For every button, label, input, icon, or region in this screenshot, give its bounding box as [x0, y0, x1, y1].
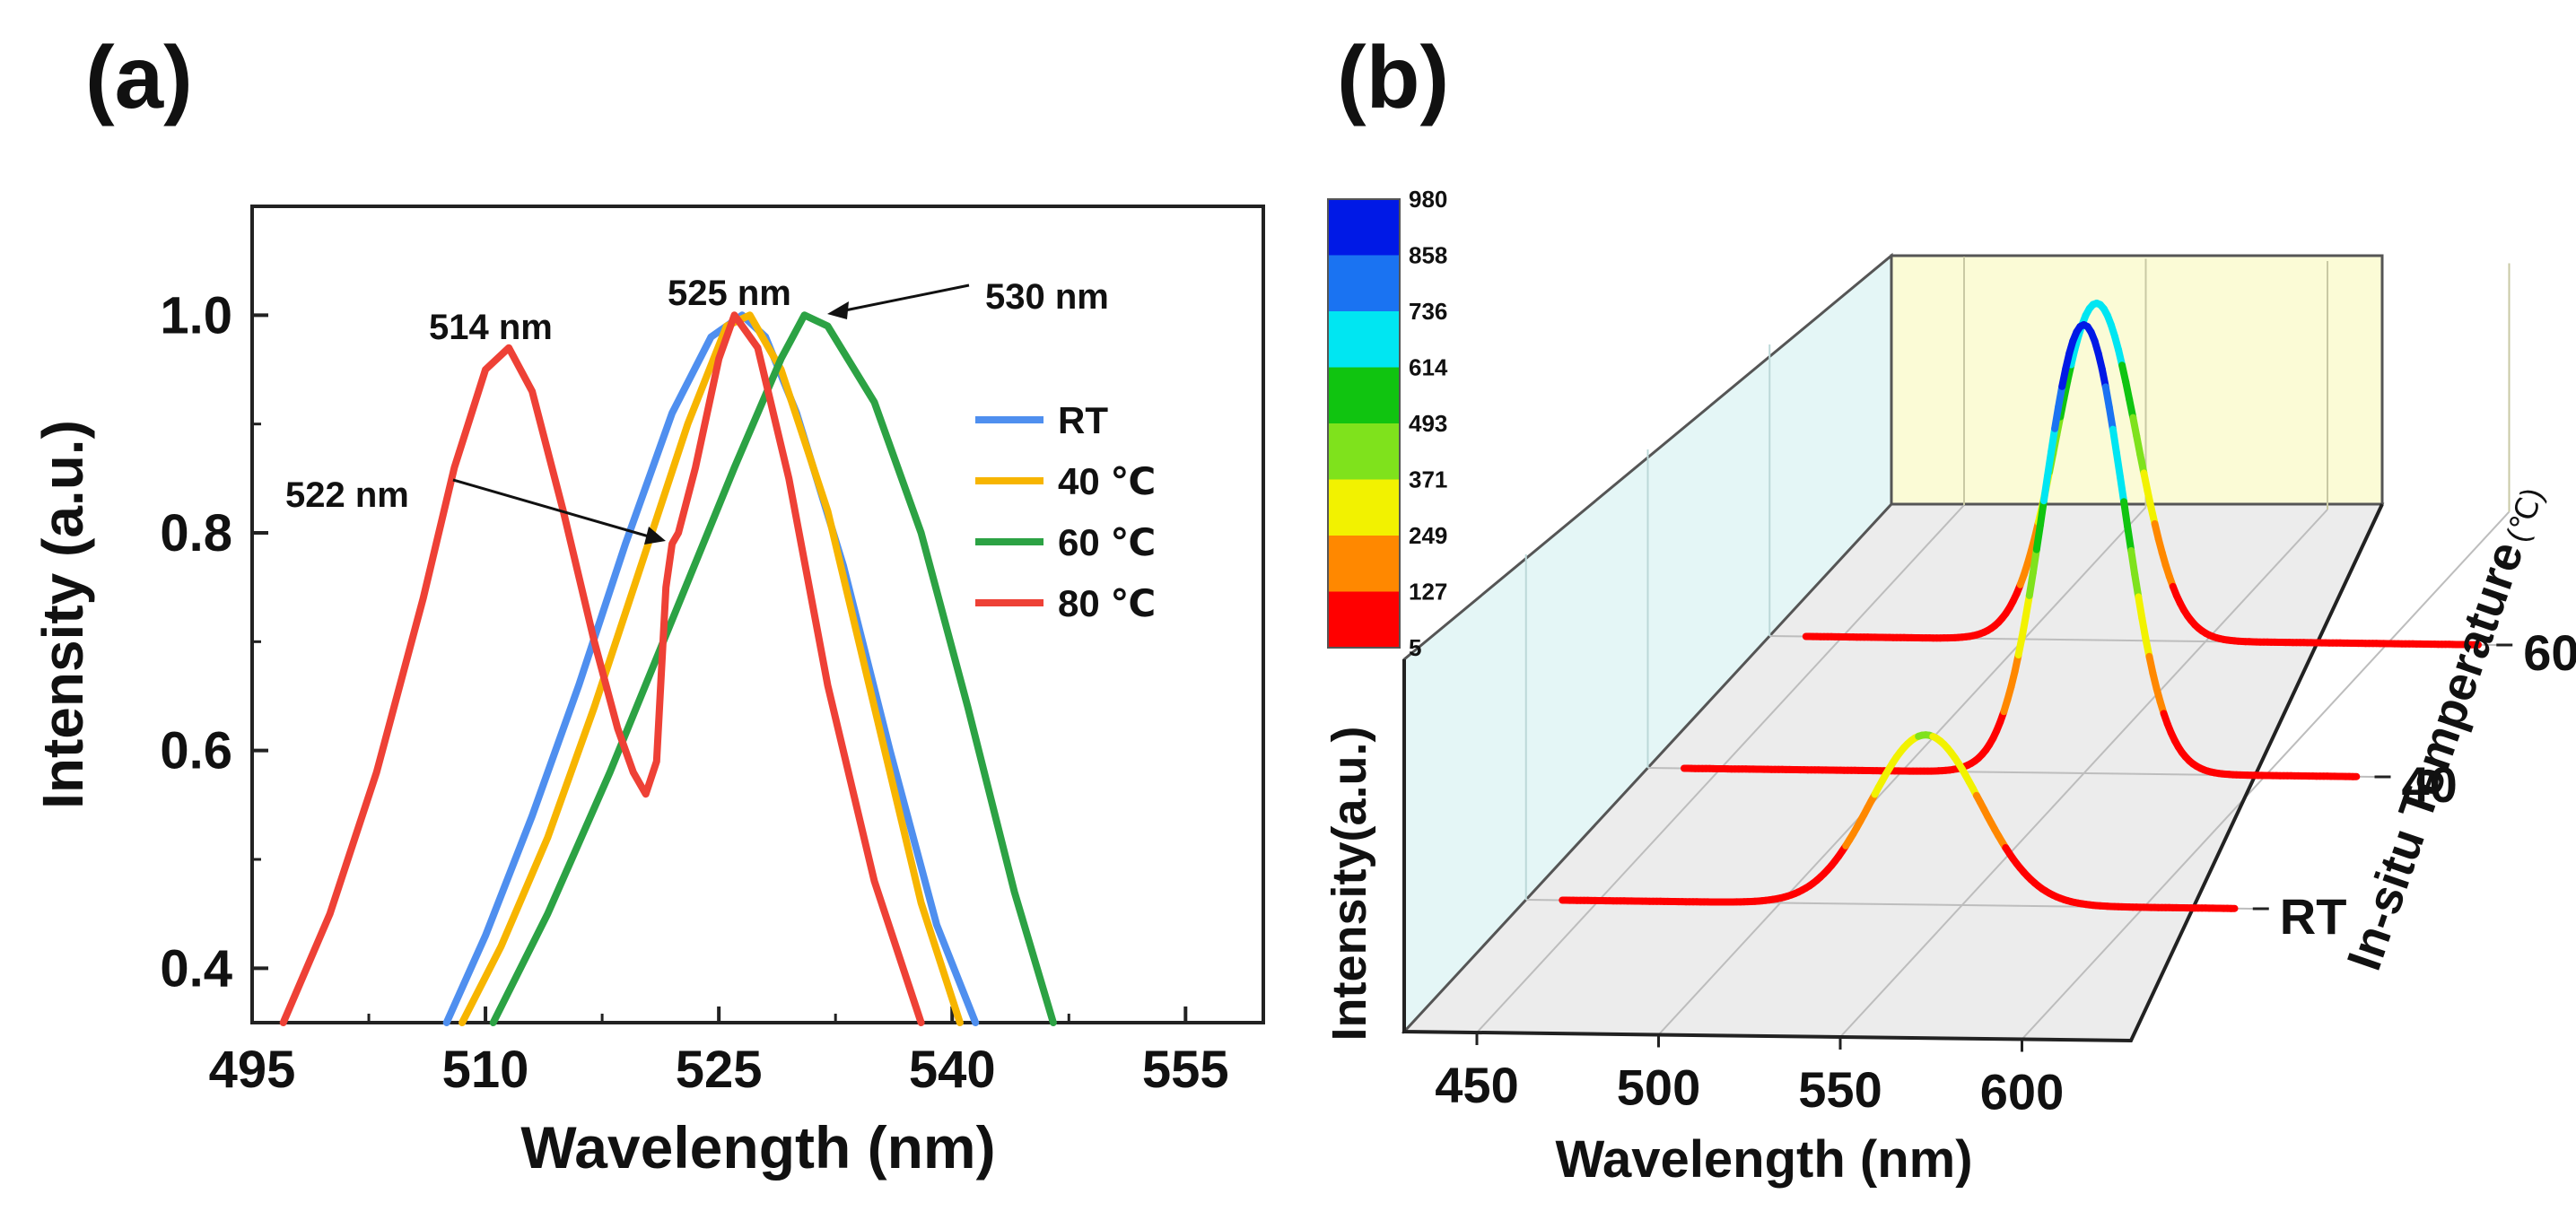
panel-a-label: (a) [85, 28, 193, 126]
series-segment-40 [2039, 472, 2051, 505]
series-segment-40 [2127, 546, 2139, 579]
legend-label: 40 ℃ [1058, 460, 1156, 502]
chart-a-y-ticks: 0.4 0.6 0.8 1.0 [160, 286, 268, 998]
chart-b: 450 500 550 600 RT 40 60 Wavelength (nm) Inte… [1323, 186, 2576, 1189]
z-tick-label: RT [2280, 888, 2347, 945]
colorbar-tick-label: 980 [1409, 186, 1447, 213]
series-segment-40 [2109, 425, 2120, 457]
colorbar-tick-label: 127 [1409, 579, 1447, 606]
annotation-530nm-arrowhead [827, 301, 849, 319]
x-tick-label: 495 [209, 1041, 296, 1099]
series-segment-40 [2025, 569, 2037, 599]
series-segment-40 [2112, 449, 2124, 481]
chart-b-z-ticks: RT 40 60 [2252, 624, 2576, 945]
y-tick-label: 0.4 [160, 939, 232, 998]
z-tick-label: 40 [2402, 756, 2458, 813]
series-line-2 [489, 311, 1057, 1026]
series-segment-40 [2044, 448, 2056, 480]
series-segment-40 [2131, 571, 2143, 601]
colorbar-frame [1327, 198, 1401, 649]
colorbar-tick-label: 249 [1409, 522, 1447, 549]
series-segment-40 [2032, 521, 2044, 553]
colorbar-tick-label: 371 [1409, 466, 1447, 493]
colorbar-tick-label: 614 [1409, 354, 1448, 381]
colorbar-segment [1328, 479, 1400, 536]
chart-b-series [1559, 300, 2482, 912]
colorbar-segment [1328, 591, 1400, 648]
colorbar-segment [1328, 367, 1400, 423]
colorbar-segment [1328, 199, 1400, 256]
z-tick-label: 60 [2523, 624, 2576, 681]
chart-b-x-axis-label: Wavelength (nm) [1555, 1130, 1972, 1189]
chart-a-x-axis-label: Wavelength (nm) [520, 1114, 995, 1181]
chart-b-z-axis-label: In-situ Temperature [2337, 536, 2535, 977]
series-line-3 [279, 311, 925, 1026]
series-line-1 [458, 311, 964, 1026]
series-segment-40 [2048, 424, 2059, 456]
y-tick-label: 0.8 [160, 504, 232, 562]
annotation-522nm: 522 nm [285, 475, 409, 515]
x-tick-label: 600 [1980, 1064, 2064, 1120]
colorbar-tick-label: 858 [1409, 242, 1447, 269]
annotation-514nm: 514 nm [429, 308, 553, 347]
series-segment-40 [2029, 545, 2040, 577]
x-tick-label: 555 [1142, 1041, 1229, 1099]
annotation-525nm: 525 nm [668, 274, 791, 313]
colorbar-segment [1328, 311, 1400, 368]
annotation-530nm: 530 nm [985, 277, 1109, 317]
x-tick-label: 550 [1798, 1061, 1882, 1118]
series-segment-40 [2105, 404, 2117, 433]
annotation-522nm-arrowhead [644, 527, 666, 545]
colorbar-tick-label: 736 [1409, 298, 1447, 325]
series-segment-40 [2036, 497, 2048, 529]
chart-a-legend: RT 40 ℃ 60 ℃ 80 ℃ [975, 399, 1156, 624]
chart-a: 495 510 525 540 555 0.4 0.6 0.8 1.0 Wavelength … [31, 205, 1265, 1181]
colorbar: 980 858 736 614 493 371 249 127 5 [1327, 186, 1448, 661]
y-tick-label: 0.6 [160, 722, 232, 780]
x-tick-label: 540 [909, 1041, 996, 1099]
colorbar-segment [1328, 536, 1400, 592]
chart-b-z-axis-unit: (℃) [2500, 484, 2550, 546]
colorbar-tick-label: 5 [1409, 634, 1421, 661]
chart-a-series [279, 311, 1057, 1026]
series-segment-40 [2120, 498, 2132, 530]
colorbar-tick-label: 493 [1409, 410, 1447, 437]
chart-a-x-ticks: 495 510 525 540 555 [209, 1006, 1229, 1099]
legend-label: RT [1058, 399, 1108, 441]
colorbar-segment [1328, 423, 1400, 480]
series-segment-40 [2051, 403, 2063, 432]
panel-b-label: (b) [1337, 28, 1449, 126]
series-segment-40 [2022, 591, 2033, 621]
chart-b-y-axis-label: Intensity(a.u.) [1323, 726, 1376, 1041]
x-tick-label: 450 [1435, 1057, 1518, 1113]
annotation-530nm-arrow [835, 283, 970, 314]
y-tick-label: 1.0 [160, 286, 232, 344]
svg-text:In-situ Temperature(℃): In-situ Temperature(℃) [2337, 478, 2554, 977]
series-segment-40 [2124, 522, 2135, 554]
annotation-522nm-arrow [452, 478, 656, 540]
chart-a-y-axis-label: Intensity (a.u.) [31, 420, 95, 809]
x-tick-label: 525 [676, 1041, 763, 1099]
chart-b-back-wall [1890, 254, 2384, 506]
series-segment-40 [2117, 473, 2128, 506]
chart-b-x-ticks: 450 500 550 600 [1435, 1033, 2064, 1120]
series-segment-40 [2135, 593, 2146, 623]
colorbar-segment [1328, 255, 1400, 311]
legend-label: 80 ℃ [1058, 582, 1156, 624]
legend-label: 60 ℃ [1058, 521, 1156, 563]
x-tick-label: 510 [442, 1041, 529, 1099]
x-tick-label: 500 [1617, 1059, 1700, 1116]
